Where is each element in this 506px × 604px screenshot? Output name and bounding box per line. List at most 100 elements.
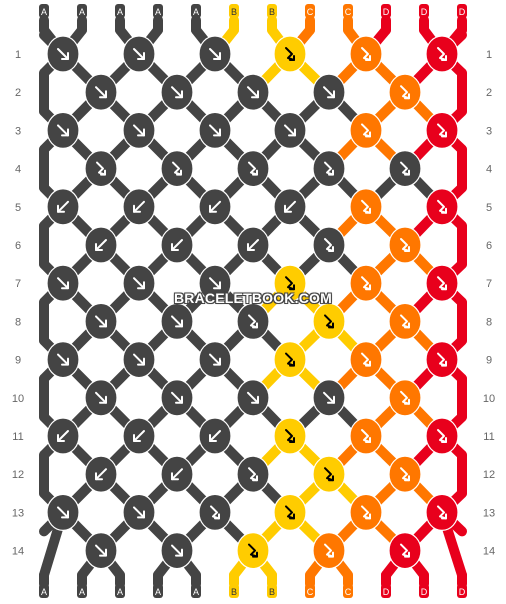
arrow-down-right-icon — [323, 391, 335, 404]
knot-shape — [160, 150, 194, 188]
knot-shape — [388, 531, 422, 570]
strand-label-top: A — [117, 7, 123, 17]
strand-label-bottom: C — [307, 587, 314, 597]
knot-shape — [273, 35, 307, 73]
row-number-left: 4 — [15, 164, 21, 176]
forward-backward-icon — [285, 276, 295, 291]
strand-label-bottom: B — [269, 587, 275, 597]
knot — [349, 264, 383, 302]
forward-backward-icon — [324, 238, 334, 252]
arrow-down-right-icon — [171, 391, 183, 404]
strand-label-top: A — [79, 7, 85, 17]
strand-label-top-bg — [381, 4, 391, 18]
knot-shape — [388, 379, 422, 417]
arrow-down-left-icon — [284, 200, 296, 213]
knot — [273, 111, 307, 149]
knot — [84, 379, 118, 417]
strand-label-top: A — [41, 7, 47, 17]
arrow-down-right-icon — [209, 277, 221, 290]
forward-backward-icon — [285, 352, 295, 367]
knot — [160, 302, 194, 340]
knot — [236, 302, 270, 340]
forward-backward-icon — [361, 276, 371, 291]
knot-shape — [388, 150, 422, 188]
row-number-right: 11 — [483, 431, 494, 443]
strand-label-bottom-bg — [115, 584, 125, 598]
arrow-down-left-icon — [133, 430, 145, 442]
strand-label-bottom: C — [345, 587, 352, 597]
knot — [46, 111, 80, 149]
knot-shape — [312, 455, 346, 493]
knot-shape — [273, 493, 307, 532]
knot — [236, 455, 270, 493]
knot — [312, 531, 346, 570]
knot — [349, 341, 383, 379]
forward-backward-icon — [285, 429, 295, 443]
row-number-left: 8 — [15, 316, 21, 328]
knot — [198, 417, 232, 455]
arrow-down-left-icon — [209, 200, 221, 213]
knot-shape — [425, 341, 459, 379]
strand-label-bottom: D — [421, 587, 428, 597]
row-number-left: 7 — [15, 278, 21, 290]
row-number-right: 14 — [483, 546, 495, 558]
knot — [273, 35, 307, 73]
row-number-left: 2 — [15, 87, 21, 99]
row-number-left: 13 — [12, 507, 24, 519]
row-number-left: 11 — [12, 431, 23, 443]
row-number-right: 5 — [486, 202, 492, 214]
row-number-right: 10 — [483, 393, 495, 405]
knot — [388, 302, 422, 340]
knot-shape — [198, 493, 232, 532]
knot — [160, 531, 194, 570]
forward-backward-icon — [437, 47, 447, 61]
knot — [46, 493, 80, 532]
strand-label-top-bg — [457, 4, 467, 18]
knot — [312, 455, 346, 493]
knot — [425, 111, 459, 149]
forward-backward-icon — [172, 161, 182, 176]
forward-backward-icon — [361, 352, 371, 367]
arrow-down-right-icon — [323, 86, 335, 99]
knot — [46, 35, 80, 73]
arrow-down-right-icon — [247, 86, 259, 99]
strand-label-top-bg — [419, 4, 429, 18]
knot-shape — [312, 302, 346, 340]
knot — [198, 111, 232, 149]
knot — [273, 341, 307, 379]
forward-backward-icon — [400, 390, 410, 405]
strand-label-bottom-bg — [457, 584, 467, 598]
arrow-down-left-icon — [95, 239, 107, 251]
knot-shape — [312, 226, 346, 264]
strand-label-top: D — [383, 7, 390, 17]
forward-backward-icon — [285, 47, 295, 61]
arrow-down-right-icon — [133, 277, 145, 290]
knot — [273, 417, 307, 455]
knot — [46, 341, 80, 379]
row-number-left: 3 — [15, 125, 21, 137]
arrow-down-right-icon — [57, 506, 69, 519]
knot-shape — [349, 341, 383, 379]
strand-label-bottom-bg — [191, 584, 201, 598]
knot — [122, 493, 156, 532]
strand-label-bottom: D — [459, 587, 466, 597]
strand-label-bottom-bg — [419, 584, 429, 598]
knot — [388, 226, 422, 264]
forward-backward-icon — [324, 543, 334, 558]
strand-label-bottom: A — [41, 587, 47, 597]
knot — [198, 35, 232, 73]
knot — [425, 264, 459, 302]
knot — [273, 188, 307, 226]
knot-shape — [312, 531, 346, 570]
arrow-down-right-icon — [57, 353, 69, 366]
knot — [160, 226, 194, 264]
knot — [425, 188, 459, 226]
forward-backward-icon — [361, 505, 371, 520]
knot — [122, 188, 156, 226]
knot — [273, 493, 307, 532]
row-number-right: 7 — [486, 278, 492, 290]
knot — [236, 150, 270, 188]
strand-label-top: A — [193, 7, 199, 17]
